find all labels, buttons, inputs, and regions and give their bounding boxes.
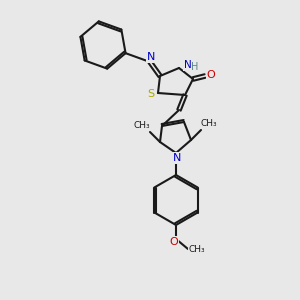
Text: S: S	[147, 89, 155, 99]
Text: O: O	[207, 70, 215, 80]
Text: CH₃: CH₃	[134, 122, 150, 130]
Text: N: N	[147, 52, 155, 62]
Text: CH₃: CH₃	[189, 244, 205, 253]
Text: CH₃: CH₃	[201, 119, 217, 128]
Text: N: N	[184, 60, 192, 70]
Text: N: N	[173, 153, 181, 163]
Text: H: H	[191, 62, 199, 72]
Text: O: O	[169, 237, 178, 247]
